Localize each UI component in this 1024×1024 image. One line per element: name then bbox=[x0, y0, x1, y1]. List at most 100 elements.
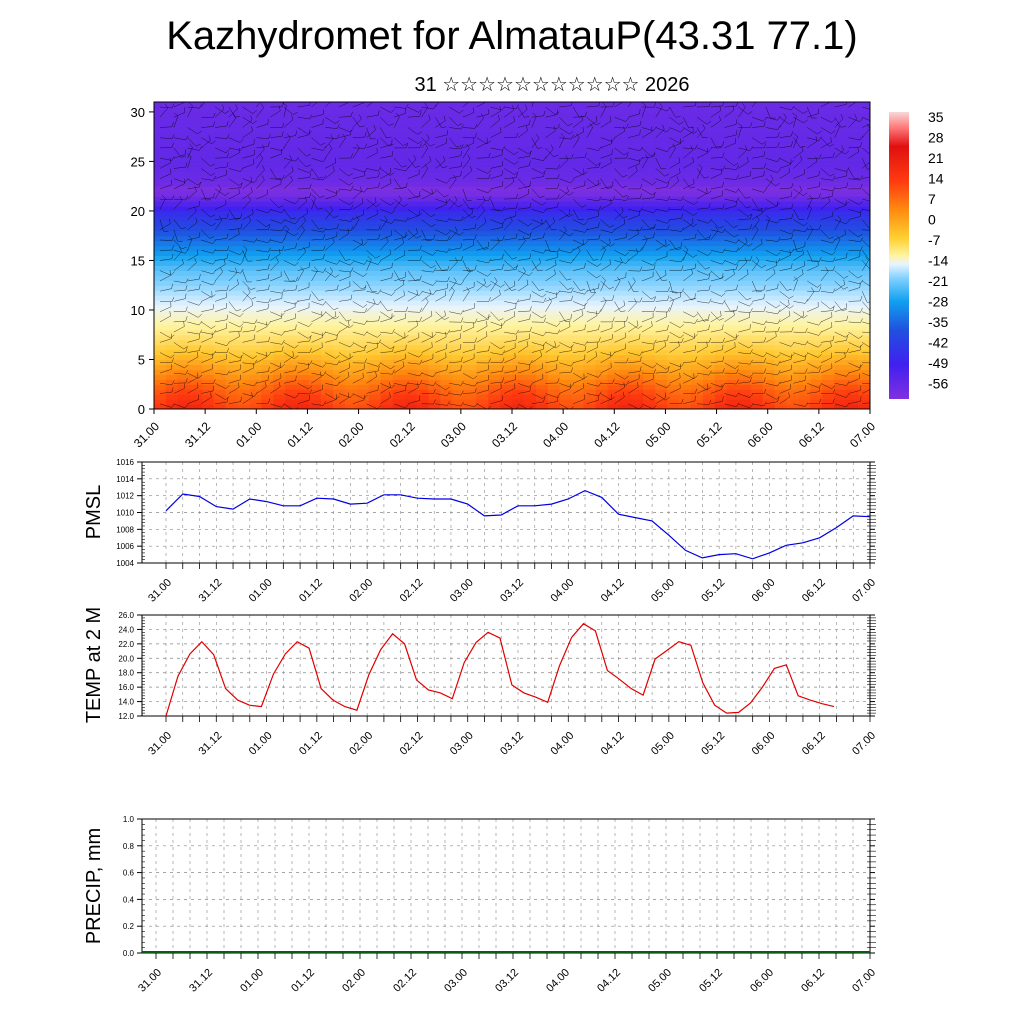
cross-section-panel: 0 5 10 15 20 25 30 31.00 31.12 01.00 01.12 02.00 02… bbox=[131, 101, 878, 450]
time-tick-label: 01.00 bbox=[233, 419, 264, 450]
y-tick-label: 1004 bbox=[116, 559, 134, 568]
time-tick-label: 02.12 bbox=[387, 419, 418, 450]
time-tick-label: 04.00 bbox=[548, 730, 576, 758]
y-tick-label: 1016 bbox=[116, 458, 134, 467]
time-tick-label: 03.12 bbox=[489, 419, 520, 450]
y-tick-label: 14.0 bbox=[118, 698, 134, 707]
pmsl-series-line bbox=[165, 489, 870, 560]
y-tick-label: 22.0 bbox=[118, 640, 134, 649]
temp-frame bbox=[141, 614, 871, 717]
colorbar-label: -7 bbox=[928, 232, 941, 248]
time-tick-label: 02.12 bbox=[398, 577, 426, 605]
colorbar-label: 35 bbox=[928, 109, 944, 125]
time-tick-label: 02.00 bbox=[347, 730, 375, 758]
y-tick-label: 1006 bbox=[116, 542, 134, 551]
time-tick-label: 02.12 bbox=[391, 967, 419, 995]
time-tick-label: 01.00 bbox=[247, 577, 275, 605]
height-axis: 0 5 10 15 20 25 30 bbox=[131, 105, 154, 417]
colorbar-label: 28 bbox=[928, 130, 944, 146]
time-tick-label: 31.12 bbox=[196, 730, 224, 758]
time-tick-label: 07.00 bbox=[847, 419, 878, 450]
time-tick-label: 05.00 bbox=[649, 730, 677, 758]
precip-panel: 0.0 0.2 0.4 0.6 0.8 1.0 31.00 31.12 01.00 01.12 02… bbox=[83, 815, 878, 995]
precip-axis-title: PRECIP, mm bbox=[83, 828, 105, 944]
colorbar-label: 21 bbox=[928, 150, 944, 166]
colorbar-label: 14 bbox=[928, 171, 944, 187]
time-tick-label: 06.12 bbox=[796, 419, 827, 450]
y-tick-label: 0.4 bbox=[123, 895, 135, 904]
colorbar-label: -42 bbox=[928, 335, 948, 351]
colorbar-label: 7 bbox=[928, 191, 936, 207]
colorbar: 35 28 21 14 7 0 -7 -14 -21 -28 -35 -42 -49 -56 bbox=[889, 109, 948, 399]
time-tick-label: 31.12 bbox=[187, 967, 215, 995]
time-tick-label: 02.00 bbox=[347, 577, 375, 605]
time-tick-label: 04.12 bbox=[599, 730, 627, 758]
time-tick-label: 03.00 bbox=[448, 577, 476, 605]
y-tick-label: 20.0 bbox=[118, 654, 134, 663]
time-tick-label: 04.00 bbox=[544, 967, 572, 995]
time-tick-label: 01.00 bbox=[247, 730, 275, 758]
time-tick-label: 03.00 bbox=[448, 730, 476, 758]
time-tick-label: 05.12 bbox=[694, 419, 725, 450]
y-tick-label: 0.6 bbox=[123, 869, 135, 878]
height-tick-label: 30 bbox=[131, 105, 145, 120]
pmsl-panel: 1004 1006 1008 1010 1012 1014 1016 31.00 31.12 01… bbox=[83, 458, 878, 605]
time-tick-label: 01.12 bbox=[297, 730, 325, 758]
wind-barb-field bbox=[159, 102, 870, 409]
time-tick-label: 04.12 bbox=[595, 967, 623, 995]
precip-frame bbox=[141, 818, 871, 954]
time-tick-label: 31.12 bbox=[196, 577, 224, 605]
time-tick-label: 05.12 bbox=[697, 967, 725, 995]
height-tick-label: 10 bbox=[131, 303, 145, 318]
time-tick-label: 05.12 bbox=[699, 730, 727, 758]
time-tick-label: 31.12 bbox=[182, 419, 213, 450]
time-tick-label: 03.00 bbox=[442, 967, 470, 995]
time-tick-label: 04.12 bbox=[599, 577, 627, 605]
time-tick-label: 02.12 bbox=[398, 730, 426, 758]
time-tick-label: 02.00 bbox=[340, 967, 368, 995]
y-tick-label: 24.0 bbox=[118, 625, 134, 634]
height-tick-label: 25 bbox=[131, 154, 145, 169]
colorbar-label: -14 bbox=[928, 253, 948, 269]
time-tick-label: 07.00 bbox=[850, 967, 878, 995]
time-tick-label: 07.00 bbox=[850, 730, 878, 758]
time-tick-label: 03.12 bbox=[493, 967, 521, 995]
colorbar-label: 0 bbox=[928, 212, 936, 228]
temp-series-line bbox=[165, 622, 835, 717]
time-tick-label: 02.00 bbox=[336, 419, 367, 450]
colorbar-label: -56 bbox=[928, 376, 948, 392]
colorbar-label: -35 bbox=[928, 314, 948, 330]
time-tick-label: 31.00 bbox=[136, 967, 164, 995]
y-tick-label: 1008 bbox=[116, 525, 134, 534]
colorbar-scale bbox=[889, 112, 909, 399]
time-tick-label: 01.12 bbox=[297, 577, 325, 605]
time-tick-label: 05.00 bbox=[649, 577, 677, 605]
time-tick-label: 04.00 bbox=[548, 577, 576, 605]
time-tick-label: 07.00 bbox=[850, 577, 878, 605]
time-axis: 31.00 31.12 01.00 01.12 02.00 02.12 03.00 03.12… bbox=[131, 409, 878, 450]
height-tick-label: 15 bbox=[131, 253, 145, 268]
time-tick-label: 04.12 bbox=[591, 419, 622, 450]
y-tick-label: 12.0 bbox=[118, 712, 134, 721]
y-tick-label: 1.0 bbox=[123, 815, 135, 824]
temp-axis-title: TEMP at 2 M bbox=[83, 607, 105, 723]
temp-panel: 12.0 14.0 16.0 18.0 20.0 22.0 24.0 26.0 31.00 31.… bbox=[83, 607, 878, 758]
time-tick-label: 06.00 bbox=[745, 419, 776, 450]
time-tick-label: 06.00 bbox=[750, 577, 778, 605]
y-tick-label: 0.0 bbox=[123, 949, 135, 958]
time-tick-label: 05.00 bbox=[642, 419, 673, 450]
time-tick-label: 31.00 bbox=[146, 730, 174, 758]
y-tick-label: 18.0 bbox=[118, 669, 134, 678]
colorbar-label: -28 bbox=[928, 294, 948, 310]
time-tick-label: 05.00 bbox=[646, 967, 674, 995]
height-tick-label: 5 bbox=[138, 352, 145, 367]
time-tick-label: 03.00 bbox=[438, 419, 469, 450]
page-title: Kazhydromet for AlmatauP(43.31 77.1) bbox=[166, 14, 858, 58]
time-tick-label: 03.12 bbox=[498, 730, 526, 758]
time-tick-label: 06.12 bbox=[800, 577, 828, 605]
time-tick-label: 01.00 bbox=[238, 967, 266, 995]
time-tick-label: 06.12 bbox=[800, 730, 828, 758]
y-tick-label: 1014 bbox=[116, 475, 134, 484]
y-tick-label: 0.8 bbox=[123, 842, 135, 851]
